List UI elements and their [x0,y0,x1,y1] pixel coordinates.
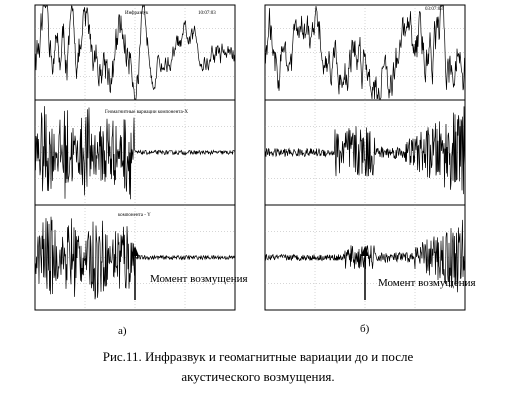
waveform [264,106,466,195]
caption: акустического возмущения. [181,369,334,384]
trace-title: Инфразвук [125,11,149,16]
trace-title: компонента - Y [118,213,151,218]
panel-label: а) [118,325,127,337]
time-stamp: 03:07:03 [425,7,443,12]
annotation: Момент возмущения [150,273,248,285]
arrow-head [131,246,139,256]
time-stamp: 10:07:03 [198,11,216,16]
panel-label: б) [360,323,370,335]
annotation: Момент возмущения [378,277,476,289]
waveform [34,106,236,200]
waveform [34,4,236,100]
caption: Рис.11. Инфразвук и геомагнитные вариаци… [103,349,414,364]
trace-title: Геомагнитные вариации компонента-Х [105,110,188,115]
waveform [264,5,466,100]
plots [34,4,466,311]
arrow-head [361,246,369,256]
